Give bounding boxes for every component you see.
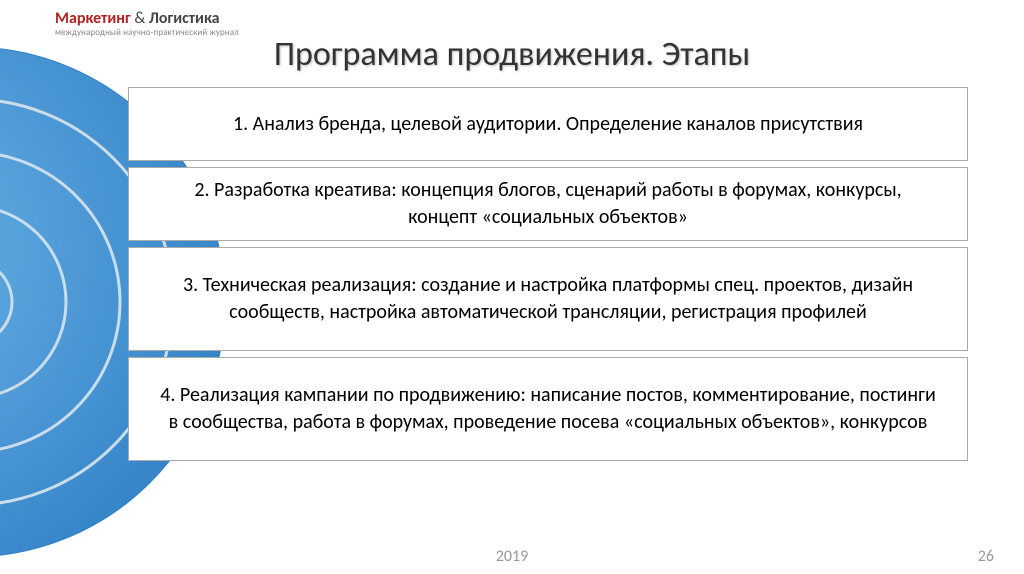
stage-text-4: 4. Реализация кампании по продвижению: н… bbox=[159, 382, 937, 436]
slide-title: Программа продвижения. Этапы bbox=[0, 34, 1024, 75]
logo-logistics: Логистика bbox=[149, 9, 220, 28]
arc-4 bbox=[0, 260, 12, 344]
stage-boxes: 1. Анализ бренда, целевой аудитории. Опр… bbox=[128, 87, 968, 467]
logo-ampersand: & bbox=[134, 9, 145, 28]
stage-text-3: 3. Техническая реализация: создание и на… bbox=[159, 272, 937, 326]
stage-box-3: 3. Техническая реализация: создание и на… bbox=[128, 247, 968, 351]
stage-text-1: 1. Анализ бренда, целевой аудитории. Опр… bbox=[233, 111, 863, 138]
stage-text-2: 2. Разработка креатива: концепция блогов… bbox=[159, 177, 937, 231]
footer-year: 2019 bbox=[0, 547, 1024, 566]
stage-box-2: 2. Разработка креатива: концепция блогов… bbox=[128, 167, 968, 241]
arc-2 bbox=[0, 152, 120, 452]
footer-page: 26 bbox=[978, 547, 994, 566]
arc-3 bbox=[0, 206, 66, 398]
logo-marketing: Маркетинг bbox=[55, 9, 131, 28]
stage-box-1: 1. Анализ бренда, целевой аудитории. Опр… bbox=[128, 87, 968, 161]
stage-box-4: 4. Реализация кампании по продвижению: н… bbox=[128, 357, 968, 461]
